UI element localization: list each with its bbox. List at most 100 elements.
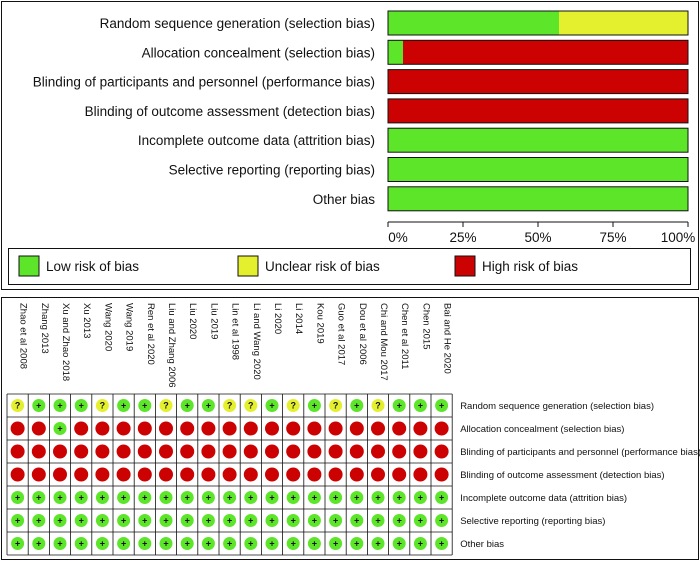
bar-segment-high — [403, 40, 688, 65]
study-label: Bai and He 2020 — [442, 303, 453, 374]
judgement-circle-high — [137, 444, 152, 459]
bar-segment-high — [388, 98, 688, 123]
bar-category-label: Blinding of outcome assessment (detectio… — [85, 104, 375, 119]
judgement-circle-low — [307, 537, 321, 550]
domain-label: Random sequence generation (selection bi… — [460, 401, 654, 412]
judgement-circle-high — [222, 467, 237, 482]
judgement-circle-low — [53, 399, 67, 412]
judgement-circle-low — [223, 537, 237, 550]
bar-category-label: Blinding of participants and personnel (… — [33, 75, 375, 90]
judgement-circle-low — [53, 514, 67, 527]
judgement-circle-low — [11, 491, 25, 504]
bar-segment-low — [388, 40, 403, 65]
judgement-symbol: ? — [248, 401, 254, 411]
legend-swatch-low — [18, 255, 40, 277]
judgement-symbol: ? — [100, 401, 106, 411]
judgement-circle-low — [413, 537, 427, 550]
judgement-symbol: + — [163, 539, 168, 549]
judgement-symbol: + — [291, 539, 296, 549]
judgement-circle-high — [116, 421, 131, 436]
judgement-circle-high — [328, 421, 343, 436]
judgement-symbol: + — [269, 539, 274, 549]
judgement-symbol: + — [375, 516, 380, 526]
judgement-symbol: + — [36, 401, 41, 411]
judgement-symbol: + — [269, 516, 274, 526]
judgement-circle-low — [286, 514, 300, 527]
judgement-circle-low — [32, 514, 46, 527]
bar-segment-low — [388, 186, 688, 211]
judgement-symbol: + — [57, 401, 62, 411]
judgement-circle-high — [95, 444, 110, 459]
bar-segment-unclear — [559, 11, 688, 35]
judgement-circle-high — [371, 421, 385, 436]
study-label: Li 2020 — [272, 303, 283, 334]
judgement-circle-low — [201, 537, 215, 550]
judgement-symbol: + — [248, 516, 253, 526]
judgement-circle-high — [307, 467, 322, 482]
judgement-circle-low — [244, 514, 258, 527]
bar-outline — [387, 69, 689, 95]
judgement-symbol: + — [79, 401, 84, 411]
judgement-symbol: + — [15, 516, 20, 526]
judgement-symbol: + — [354, 516, 359, 526]
judgement-circle-low — [223, 514, 237, 527]
judgement-symbol: + — [312, 401, 317, 411]
judgement-circle-high — [10, 444, 25, 459]
judgement-symbol: + — [163, 516, 168, 526]
judgement-circle-low — [350, 491, 364, 504]
bar-outline — [387, 127, 689, 153]
judgement-circle-high — [31, 444, 46, 459]
judgement-circle-low — [286, 537, 300, 550]
judgement-circle-high — [413, 467, 428, 482]
judgement-circle-unclear — [95, 399, 109, 412]
judgement-circle-high — [31, 421, 46, 436]
judgement-symbol: + — [206, 516, 211, 526]
judgement-circle-low — [201, 399, 215, 412]
judgement-symbol: ? — [227, 401, 233, 411]
judgement-circle-high — [31, 467, 46, 482]
judgement-symbol: + — [206, 539, 211, 549]
study-label: Ren et al 2020 — [145, 303, 156, 365]
judgement-symbol: + — [36, 539, 41, 549]
judgement-symbol: + — [291, 516, 296, 526]
bar-outline — [387, 186, 689, 212]
bar-outline — [387, 157, 689, 182]
judgement-symbol: + — [185, 516, 190, 526]
judgement-circle-high — [180, 467, 195, 482]
judgement-symbol: + — [79, 516, 84, 526]
judgement-circle-low — [74, 514, 88, 527]
judgement-circle-high — [201, 467, 216, 482]
study-label: Chen et al 2011 — [399, 303, 410, 369]
judgement-circle-high — [307, 421, 322, 436]
study-label: Liu 2019 — [208, 303, 219, 339]
bar-outline — [387, 98, 689, 124]
judgement-symbol: ? — [163, 401, 169, 411]
judgement-symbol: + — [121, 401, 126, 411]
judgement-circle-high — [10, 467, 25, 482]
judgement-circle-high — [74, 421, 89, 436]
judgement-circle-low — [138, 514, 152, 527]
judgement-circle-high — [159, 444, 173, 459]
judgement-circle-low — [307, 491, 321, 504]
judgement-symbol: + — [57, 539, 62, 549]
legend-label: Low risk of bias — [46, 259, 139, 274]
judgement-circle-unclear — [223, 399, 237, 412]
judgement-circle-low — [244, 537, 258, 550]
judgement-circle-low — [180, 491, 194, 504]
judgement-circle-high — [371, 444, 385, 459]
judgement-circle-low — [180, 537, 194, 550]
judgement-symbol: + — [121, 516, 126, 526]
judgement-circle-low — [95, 514, 109, 527]
judgement-circle-low — [350, 399, 364, 412]
judgement-circle-high — [201, 444, 216, 459]
judgement-circle-low — [435, 491, 449, 504]
risk-of-bias-graph: Random sequence generation (selection bi… — [1, 1, 699, 290]
bar-segment-low — [388, 128, 688, 153]
judgement-circle-low — [392, 399, 406, 412]
judgement-symbol: + — [269, 401, 274, 411]
bar-category-label: Other bias — [313, 192, 376, 207]
study-label: Chen 2015 — [420, 303, 431, 349]
judgement-circle-low — [413, 399, 427, 412]
judgement-circle-high — [116, 467, 131, 482]
judgement-circle-low — [371, 514, 385, 527]
